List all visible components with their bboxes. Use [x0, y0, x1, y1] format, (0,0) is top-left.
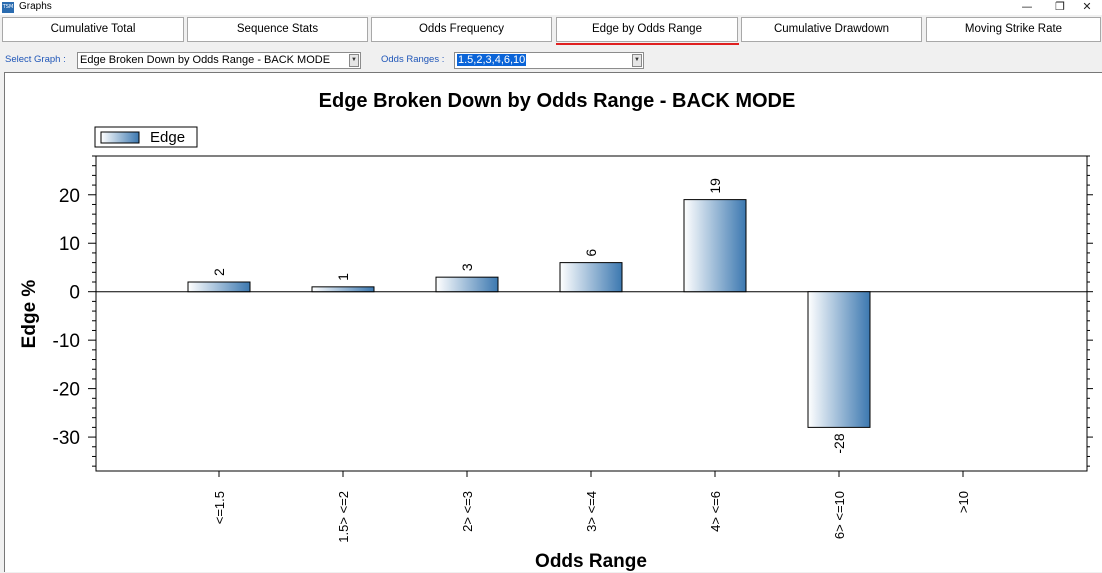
data-label: 19 [707, 178, 723, 194]
x-tick-label: 3> <=4 [584, 491, 599, 532]
right-axis [1087, 155, 1093, 467]
chevron-down-icon[interactable]: ▼ [632, 54, 642, 67]
x-tick-label: 4> <=6 [708, 491, 723, 532]
legend-swatch [100, 131, 140, 144]
restore-button[interactable]: ❐ [1055, 0, 1065, 13]
close-button[interactable]: ✕ [1082, 0, 1092, 13]
y-axis-title: Edge % [19, 280, 40, 349]
x-tick-label: >10 [956, 491, 971, 513]
chart-panel: Edge Broken Down by Odds Range - BACK MO… [4, 72, 1102, 572]
legend-label: Edge [150, 129, 185, 146]
chart-legend: Edge [94, 126, 198, 148]
odds-ranges-dropdown[interactable]: 1.5,2,3,4,6,10 ▼ [454, 52, 644, 69]
edge-bar-chart: Edge Broken Down by Odds Range - BACK MO… [19, 90, 1093, 572]
tab-cumulative-drawdown[interactable]: Cumulative Drawdown [741, 17, 922, 42]
y-tick-label: 10 [59, 234, 80, 255]
bar [311, 286, 375, 293]
data-label: -28 [831, 433, 847, 453]
plot-area [95, 155, 1088, 472]
tab-cumulative-total[interactable]: Cumulative Total [2, 17, 184, 42]
data-label: 2 [211, 268, 227, 276]
x-tick-label: 2> <=3 [460, 491, 475, 532]
x-tick-label: 1.5> <=2 [336, 491, 351, 543]
tab-moving-strike-rate[interactable]: Moving Strike Rate [926, 17, 1101, 42]
chevron-down-icon[interactable]: ▼ [349, 54, 359, 67]
select-graph-label: Select Graph : [5, 54, 66, 65]
x-axis-title: Odds Range [535, 551, 647, 572]
x-tick-label: <=1.5 [212, 491, 227, 524]
data-label: 3 [459, 263, 475, 271]
graph-selector-bar: Select Graph : Edge Broken Down by Odds … [0, 48, 1102, 70]
data-label: 6 [583, 249, 599, 257]
y-tick-label: 0 [69, 283, 80, 304]
y-tick-label: 20 [59, 186, 80, 207]
select-graph-value: Edge Broken Down by Odds Range - BACK MO… [80, 54, 331, 66]
tab-odds-frequency[interactable]: Odds Frequency [371, 17, 552, 42]
y-tick-label: -10 [53, 331, 80, 352]
bar [559, 262, 623, 293]
window-title: Graphs [19, 1, 52, 12]
app-icon: TSM [2, 2, 14, 13]
y-axis: 20 10 0 -10 -20 -30 [53, 155, 96, 467]
bar [435, 276, 499, 293]
active-tab-indicator [556, 43, 739, 45]
y-tick-label: -30 [53, 428, 80, 449]
bar [187, 281, 251, 293]
y-tick-label: -20 [53, 380, 80, 401]
x-tick-label: 6> <=10 [832, 491, 847, 539]
odds-ranges-value: 1.5,2,3,4,6,10 [457, 54, 527, 66]
odds-ranges-label: Odds Ranges : [381, 54, 445, 65]
title-bar: TSM Graphs — ❐ ✕ [0, 0, 1102, 15]
minimize-button[interactable]: — [1021, 0, 1033, 13]
tab-sequence-stats[interactable]: Sequence Stats [187, 17, 368, 42]
x-axis: <=1.5 1.5> <=2 2> <=3 3> <=4 4> <=6 6> <=10 >1… [212, 471, 971, 543]
bar [683, 199, 747, 293]
select-graph-dropdown[interactable]: Edge Broken Down by Odds Range - BACK MO… [77, 52, 361, 69]
tab-edge-by-odds-range[interactable]: Edge by Odds Range [556, 17, 738, 42]
chart-title: Edge Broken Down by Odds Range - BACK MO… [319, 90, 796, 112]
bars: 2 1 3 6 19 -28 [187, 178, 871, 454]
data-label: 1 [335, 273, 351, 281]
graph-tab-bar: Cumulative Total Sequence Stats Odds Fre… [0, 15, 1102, 45]
bar [807, 291, 871, 428]
